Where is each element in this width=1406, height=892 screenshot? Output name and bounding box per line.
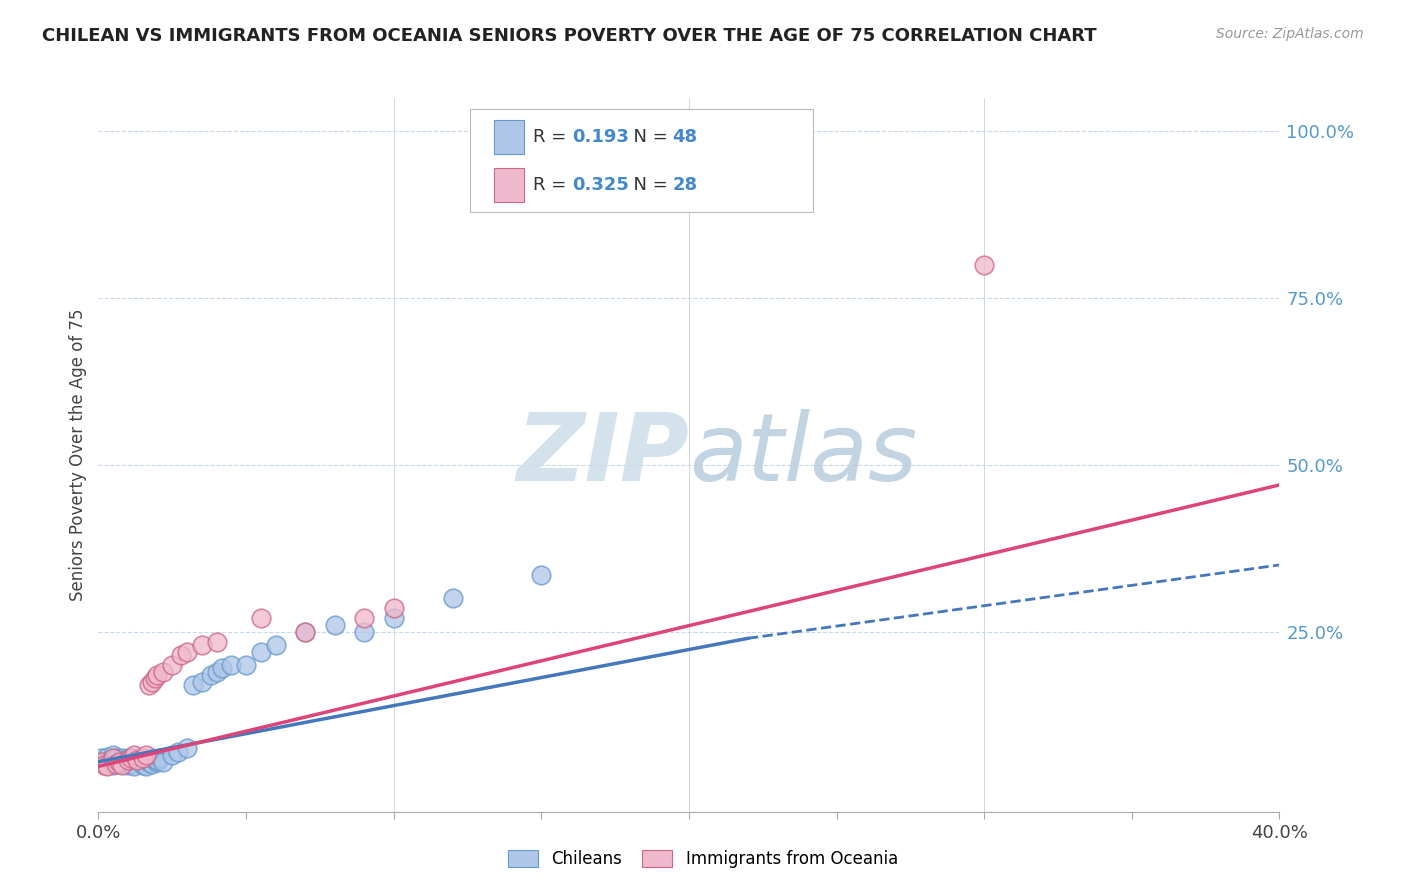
- Point: [114, 753, 136, 767]
- Point: [108, 755, 131, 769]
- Point: [135, 759, 157, 773]
- Point: [211, 661, 233, 675]
- Point: [143, 753, 166, 767]
- FancyBboxPatch shape: [494, 168, 523, 202]
- Point: [103, 747, 125, 762]
- Text: CHILEAN VS IMMIGRANTS FROM OCEANIA SENIORS POVERTY OVER THE AGE OF 75 CORRELATIO: CHILEAN VS IMMIGRANTS FROM OCEANIA SENIO…: [42, 27, 1097, 45]
- Point: [191, 674, 214, 689]
- Point: [146, 755, 169, 769]
- Point: [138, 755, 160, 769]
- Point: [122, 759, 145, 773]
- Point: [93, 758, 115, 772]
- Point: [219, 658, 242, 673]
- Text: N =: N =: [621, 177, 673, 194]
- Text: Source: ZipAtlas.com: Source: ZipAtlas.com: [1216, 27, 1364, 41]
- Point: [125, 751, 148, 765]
- Point: [90, 755, 112, 769]
- Point: [117, 758, 139, 772]
- Point: [117, 753, 139, 767]
- Point: [141, 674, 163, 689]
- Point: [176, 741, 198, 756]
- Point: [132, 758, 155, 772]
- Point: [128, 753, 150, 767]
- Point: [162, 747, 183, 762]
- Point: [141, 756, 163, 771]
- Point: [103, 751, 125, 765]
- Point: [170, 648, 193, 662]
- Point: [264, 638, 287, 652]
- Point: [152, 755, 174, 769]
- Point: [162, 658, 183, 673]
- Point: [90, 751, 112, 765]
- Legend: Chileans, Immigrants from Oceania: Chileans, Immigrants from Oceania: [502, 843, 904, 875]
- Text: N =: N =: [621, 128, 673, 146]
- Point: [103, 758, 125, 772]
- Point: [152, 665, 174, 679]
- Y-axis label: Seniors Poverty Over the Age of 75: Seniors Poverty Over the Age of 75: [69, 309, 87, 601]
- Point: [117, 755, 139, 769]
- Point: [125, 753, 148, 767]
- Point: [973, 258, 995, 272]
- Point: [250, 611, 273, 625]
- Point: [96, 750, 118, 764]
- Point: [105, 751, 128, 765]
- Text: 48: 48: [672, 128, 697, 146]
- Point: [138, 678, 160, 692]
- Point: [108, 755, 131, 769]
- Point: [117, 751, 139, 765]
- Point: [441, 591, 464, 606]
- Point: [132, 751, 155, 765]
- Text: 0.325: 0.325: [572, 177, 628, 194]
- Point: [135, 747, 157, 762]
- Point: [200, 668, 222, 682]
- Point: [120, 756, 142, 771]
- Text: 0.193: 0.193: [572, 128, 628, 146]
- Point: [167, 745, 190, 759]
- Point: [132, 755, 155, 769]
- Point: [149, 751, 172, 765]
- Point: [382, 601, 405, 615]
- Point: [323, 618, 346, 632]
- Point: [353, 624, 375, 639]
- Text: atlas: atlas: [689, 409, 917, 500]
- Text: R =: R =: [533, 128, 572, 146]
- Point: [176, 645, 198, 659]
- Point: [250, 645, 273, 659]
- Text: R =: R =: [533, 177, 572, 194]
- FancyBboxPatch shape: [494, 120, 523, 154]
- Point: [111, 758, 134, 772]
- Point: [105, 756, 128, 771]
- Point: [146, 753, 169, 767]
- Point: [111, 756, 134, 771]
- Point: [125, 753, 148, 767]
- Text: ZIP: ZIP: [516, 409, 689, 501]
- Point: [530, 568, 553, 582]
- Point: [146, 668, 169, 682]
- Point: [122, 747, 145, 762]
- Point: [141, 751, 163, 765]
- Text: 28: 28: [672, 177, 697, 194]
- Point: [111, 751, 134, 765]
- Point: [120, 751, 142, 765]
- Point: [96, 759, 118, 773]
- Point: [294, 624, 316, 639]
- Point: [382, 611, 405, 625]
- Point: [93, 755, 115, 769]
- Point: [205, 634, 228, 648]
- Point: [205, 665, 228, 679]
- Point: [294, 624, 316, 639]
- Point: [191, 638, 214, 652]
- Point: [98, 753, 121, 767]
- Point: [143, 671, 166, 685]
- Point: [353, 611, 375, 625]
- FancyBboxPatch shape: [471, 109, 813, 212]
- Point: [235, 658, 257, 673]
- Point: [181, 678, 204, 692]
